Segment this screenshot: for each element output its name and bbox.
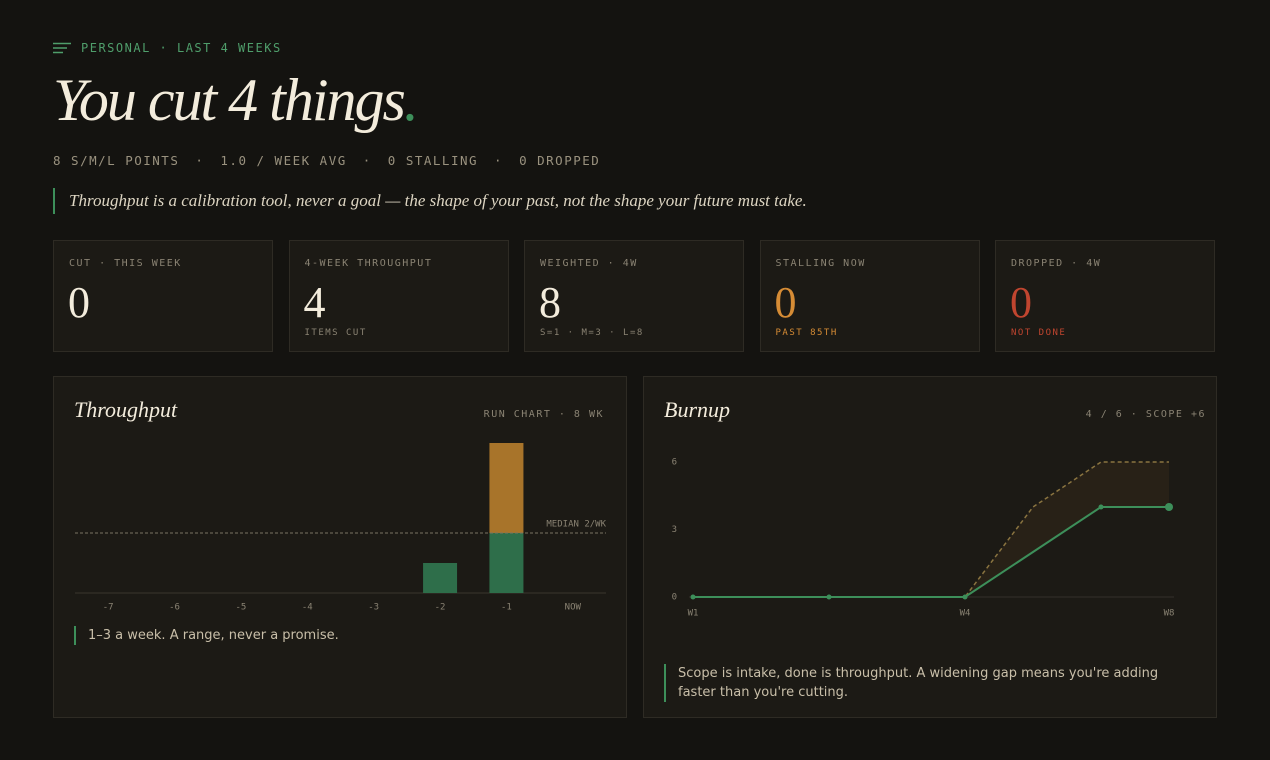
x-tick-label: -3 (368, 603, 379, 613)
throughput-chart: -7 -6 -5 -4 -3 -2 -1 NOW MEDIAN 2/WK (75, 443, 607, 613)
stat-card: WEIGHTED · 4W 8 S=1 · M=3 · L=8 (524, 240, 744, 352)
panel-title: Throughput (74, 397, 178, 422)
stat-note: PAST 85TH (775, 328, 838, 338)
data-point (826, 594, 832, 600)
title-text: You cut 4 things (53, 67, 406, 133)
data-point (1165, 503, 1173, 511)
summary-item: 0 DROPPED (478, 153, 600, 168)
breadcrumb-text: PERSONAL · LAST 4 WEEKS (81, 41, 282, 55)
summary: 8 S/M/L POINTS1.0 / WEEK AVG0 STALLING0 … (53, 153, 600, 168)
data-point (962, 594, 968, 600)
summary-item: 1.0 / WEEK AVG (179, 153, 346, 168)
x-tick-label: -1 (501, 603, 512, 613)
series-line (693, 506, 1169, 598)
title-mark: . (403, 67, 419, 133)
menu-icon[interactable] (53, 42, 71, 54)
burnup-chart: 0 3 6 W1 W4 W8 (672, 458, 1175, 619)
panel-subtitle: 4 / 6 · SCOPE +6 (1085, 409, 1206, 420)
x-tick-label: -2 (435, 603, 446, 613)
quote: Throughput is a calibration tool, never … (53, 188, 807, 214)
data-point (690, 594, 696, 600)
x-tick-label: -5 (236, 603, 247, 613)
stat-card: 4-WEEK THROUGHPUT 4 ITEMS CUT (288, 240, 509, 352)
gap-area (693, 462, 1169, 597)
x-tick-label: -4 (302, 603, 313, 613)
x-tick-label: W1 (688, 609, 699, 619)
panel-note: Scope is intake, done is throughput. A w… (664, 664, 1188, 702)
bar-segment (489, 443, 524, 533)
x-tick-label: NOW (565, 603, 582, 613)
page-title: You cut 4 things. (53, 66, 419, 135)
y-tick-label: 0 (672, 593, 677, 603)
stat-value: 4 (303, 278, 326, 327)
stat-label: DROPPED · 4W (1011, 258, 1102, 269)
y-tick-label: 3 (672, 525, 677, 535)
stat-label: 4-WEEK THROUGHPUT (304, 258, 433, 269)
burnup-panel: Burnup 4 / 6 · SCOPE +6 0 3 6 W1 W4 W8 Scope … (643, 376, 1217, 718)
bar-segment (489, 533, 524, 593)
median-label: MEDIAN 2/WK (546, 520, 606, 530)
bar-segment (423, 563, 458, 593)
x-tick-label: -6 (169, 603, 180, 613)
stat-note: S=1 · M=3 · L=8 (540, 328, 644, 338)
stat-label: WEIGHTED · 4W (540, 258, 638, 269)
summary-item: 8 S/M/L POINTS (53, 153, 180, 168)
x-tick-label: -7 (103, 603, 114, 613)
stat-note: ITEMS CUT (304, 328, 367, 338)
stat-value: 0 (774, 278, 797, 327)
stat-note: NOT DONE (1011, 328, 1067, 338)
panel-note: 1–3 a week. A range, never a promise. (74, 626, 339, 645)
panel-subtitle: RUN CHART · 8 WK (483, 409, 604, 420)
x-tick-label: W8 (1164, 609, 1175, 619)
throughput-panel: Throughput RUN CHART · 8 WK -7 -6 -5 -4 -3 -2… (53, 376, 627, 718)
stat-card: STALLING NOW 0 PAST 85TH (759, 240, 980, 352)
stat-value: 0 (68, 278, 90, 327)
stat-label: CUT · THIS WEEK (69, 258, 182, 269)
stat-value: 0 (1010, 278, 1032, 327)
x-tick-label: W4 (960, 609, 971, 619)
data-point (1098, 504, 1104, 510)
y-tick-label: 6 (672, 458, 677, 468)
stat-label: STALLING NOW (775, 258, 866, 269)
panel-title: Burnup (664, 397, 730, 422)
stat-value: 8 (539, 278, 561, 327)
stat-card: DROPPED · 4W 0 NOT DONE (995, 240, 1215, 352)
stat-card: CUT · THIS WEEK 0 (53, 240, 273, 352)
breadcrumb: PERSONAL · LAST 4 WEEKS (53, 41, 282, 55)
summary-item: 0 STALLING (347, 153, 478, 168)
